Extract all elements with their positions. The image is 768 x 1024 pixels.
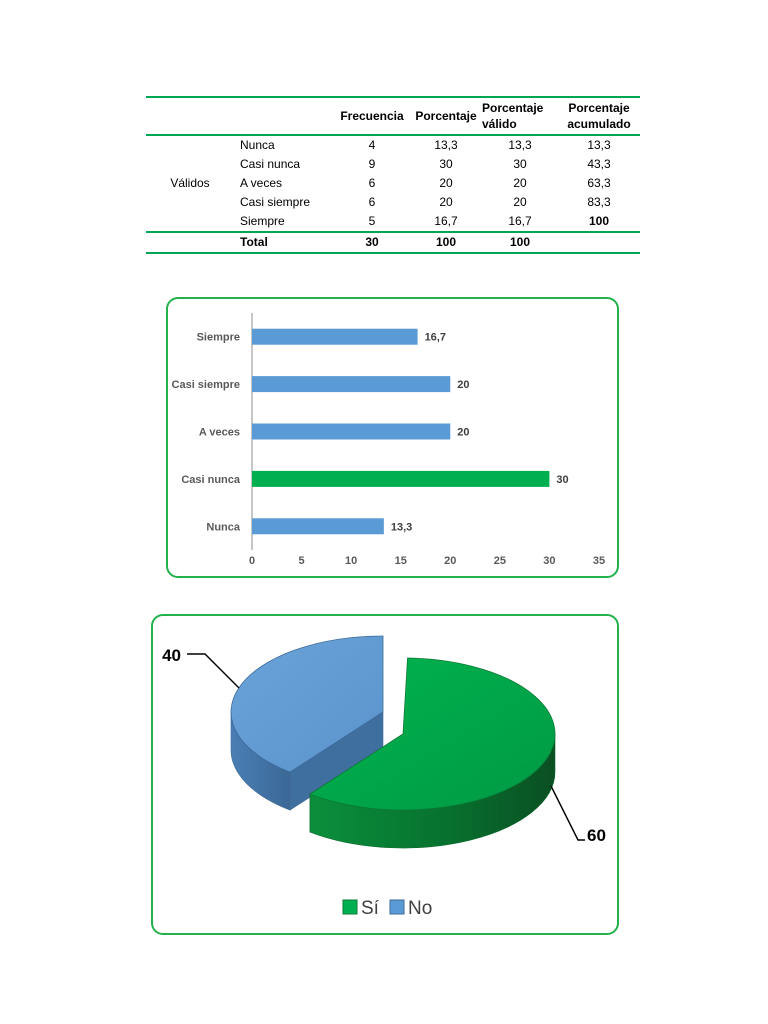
- x-tick-label: 10: [345, 555, 357, 567]
- x-tick-label: 20: [444, 555, 456, 567]
- row-porcentaje-acumulado: 63,3: [587, 176, 611, 190]
- legend-label: No: [408, 898, 432, 919]
- row-frecuencia: 6: [368, 176, 376, 190]
- data-label-si: 60: [587, 826, 606, 845]
- table-total-row: Total 30 100 100: [146, 232, 640, 253]
- total-frecuencia: 30: [365, 235, 379, 249]
- y-tick-label: Casi siempre: [172, 379, 240, 391]
- table-row: Casi nunca 9 30 30 43,3: [146, 155, 640, 174]
- total-porcentaje: 100: [435, 235, 457, 249]
- group-label: Válidos: [170, 176, 210, 190]
- header-porcentaje: Porcentaje: [415, 109, 477, 123]
- bar-chart-frame: Nunca 13,3 Casi nunca 30 A veces 20 Casi siemp…: [166, 297, 619, 578]
- total-porcentaje-valido: 100: [509, 235, 531, 249]
- header-frecuencia: Frecuencia: [340, 109, 404, 123]
- row-category: Siempre: [240, 214, 285, 228]
- x-tick-label: 0: [249, 555, 255, 567]
- bar: [252, 423, 451, 440]
- x-tick-label: 25: [494, 555, 506, 567]
- pie-slice-si: [309, 657, 556, 811]
- data-label: 20: [457, 427, 469, 439]
- bar: [252, 328, 418, 345]
- header-porcentaje-acumulado: Porcentaje acumulado: [567, 101, 631, 131]
- leader-line-no: [187, 653, 240, 689]
- x-tick-label: 30: [543, 555, 555, 567]
- row-category: A veces: [240, 176, 283, 190]
- data-label: 30: [556, 474, 568, 486]
- row-category: Casi siempre: [240, 195, 311, 209]
- legend-swatch: [342, 899, 358, 915]
- y-tick-label: Nunca: [206, 521, 241, 533]
- table-row: Casi siempre 6 20 20 83,3: [146, 193, 640, 212]
- row-porcentaje-valido: 16,7: [508, 214, 532, 228]
- x-tick-label: 5: [299, 555, 305, 567]
- row-frecuencia: 5: [368, 214, 376, 228]
- total-label: Total: [240, 235, 268, 249]
- row-frecuencia: 9: [368, 157, 376, 171]
- row-porcentaje: 30: [439, 157, 453, 171]
- total-empty: [146, 232, 234, 253]
- row-porcentaje: 20: [439, 195, 453, 209]
- bar: [252, 518, 384, 535]
- data-label: 16,7: [425, 332, 446, 344]
- pie-chart-frame: 40 60 Sí No: [151, 614, 619, 935]
- row-porcentaje: 20: [439, 176, 453, 190]
- legend-swatch: [389, 899, 405, 915]
- data-label: 13,3: [391, 521, 412, 533]
- bar: [252, 376, 451, 393]
- data-label: 20: [457, 379, 469, 391]
- legend-label: Sí: [361, 898, 380, 919]
- row-frecuencia: 6: [368, 195, 376, 209]
- row-porcentaje-acumulado: 83,3: [587, 195, 611, 209]
- bar: [252, 470, 550, 487]
- y-tick-label: Casi nunca: [181, 474, 241, 486]
- row-porcentaje-valido: 30: [513, 157, 527, 171]
- table-header-row: Frecuencia Porcentaje Porcentaje válido …: [146, 97, 640, 135]
- row-porcentaje-acumulado: 100: [588, 214, 610, 228]
- row-porcentaje-acumulado: 43,3: [587, 157, 611, 171]
- data-label-no: 40: [162, 646, 181, 665]
- row-porcentaje: 13,3: [434, 138, 458, 152]
- header-empty-2: [234, 97, 334, 135]
- table-row: A veces 6 20 20 63,3: [146, 174, 640, 193]
- y-tick-label: A veces: [199, 427, 240, 439]
- row-porcentaje-acumulado: 13,3: [587, 138, 611, 152]
- table-row: Siempre 5 16,7 16,7 100: [146, 212, 640, 232]
- total-porcentaje-acumulado: [558, 232, 640, 253]
- header-empty-1: [146, 97, 234, 135]
- bar-chart: Nunca 13,3 Casi nunca 30 A veces 20 Casi siemp…: [172, 313, 605, 567]
- row-porcentaje-valido: 13,3: [508, 138, 532, 152]
- x-tick-label: 15: [395, 555, 407, 567]
- pie-chart: 40 60 Sí No: [162, 635, 606, 919]
- x-tick-label: 35: [593, 555, 605, 567]
- row-porcentaje-valido: 20: [513, 176, 527, 190]
- y-tick-label: Siempre: [197, 332, 240, 344]
- row-porcentaje: 16,7: [434, 214, 458, 228]
- table-row: Válidos Nunca 4 13,3 13,3 13,3: [146, 135, 640, 190]
- row-category: Casi nunca: [240, 157, 301, 171]
- row-frecuencia: 4: [368, 138, 376, 152]
- row-category: Nunca: [240, 138, 275, 152]
- leader-line-si: [550, 785, 585, 841]
- frequency-table: Frecuencia Porcentaje Porcentaje válido …: [146, 96, 640, 254]
- header-porcentaje-valido: Porcentaje válido: [482, 101, 544, 131]
- row-porcentaje-valido: 20: [513, 195, 527, 209]
